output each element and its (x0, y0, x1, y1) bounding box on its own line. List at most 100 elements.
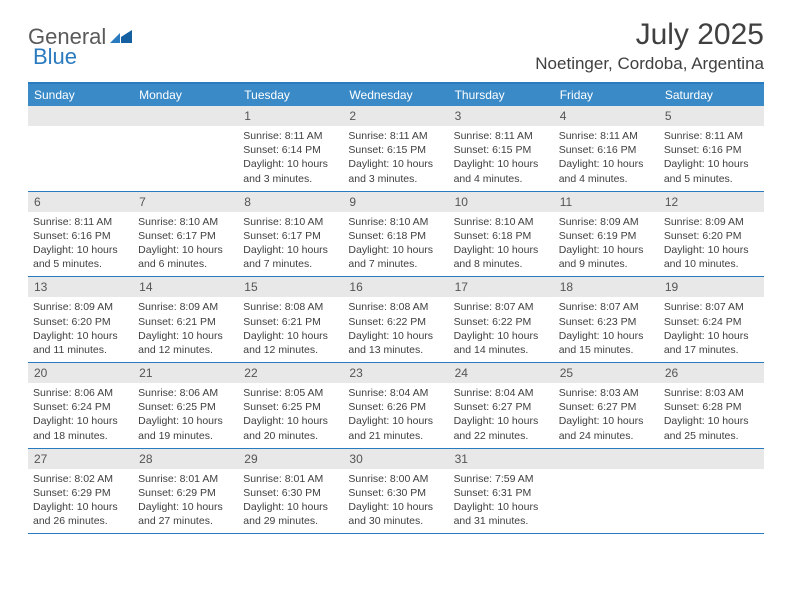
day-info: Sunrise: 7:59 AMSunset: 6:31 PMDaylight:… (449, 469, 554, 534)
day-cell: 5Sunrise: 8:11 AMSunset: 6:16 PMDaylight… (659, 106, 764, 191)
day-cell: 19Sunrise: 8:07 AMSunset: 6:24 PMDayligh… (659, 277, 764, 362)
header: General July 2025 Noetinger, Cordoba, Ar… (28, 18, 764, 74)
day-cell: 11Sunrise: 8:09 AMSunset: 6:19 PMDayligh… (554, 192, 659, 277)
day-number: 11 (554, 192, 659, 212)
day-cell: 29Sunrise: 8:01 AMSunset: 6:30 PMDayligh… (238, 449, 343, 534)
day-header: Friday (554, 84, 659, 106)
day-number: 9 (343, 192, 448, 212)
empty-day-number (28, 106, 133, 126)
day-number: 27 (28, 449, 133, 469)
day-cell: 23Sunrise: 8:04 AMSunset: 6:26 PMDayligh… (343, 363, 448, 448)
day-info: Sunrise: 8:07 AMSunset: 6:24 PMDaylight:… (659, 297, 764, 362)
day-number: 19 (659, 277, 764, 297)
day-number: 15 (238, 277, 343, 297)
day-number: 31 (449, 449, 554, 469)
day-header: Thursday (449, 84, 554, 106)
day-number: 12 (659, 192, 764, 212)
day-info: Sunrise: 8:04 AMSunset: 6:27 PMDaylight:… (449, 383, 554, 448)
day-info: Sunrise: 8:09 AMSunset: 6:21 PMDaylight:… (133, 297, 238, 362)
day-header: Sunday (28, 84, 133, 106)
day-info: Sunrise: 8:02 AMSunset: 6:29 PMDaylight:… (28, 469, 133, 534)
day-number: 5 (659, 106, 764, 126)
day-info: Sunrise: 8:11 AMSunset: 6:16 PMDaylight:… (659, 126, 764, 191)
day-info: Sunrise: 8:03 AMSunset: 6:27 PMDaylight:… (554, 383, 659, 448)
day-info: Sunrise: 8:11 AMSunset: 6:16 PMDaylight:… (554, 126, 659, 191)
day-cell: 7Sunrise: 8:10 AMSunset: 6:17 PMDaylight… (133, 192, 238, 277)
day-number: 18 (554, 277, 659, 297)
day-header: Monday (133, 84, 238, 106)
day-number: 21 (133, 363, 238, 383)
week-row: 27Sunrise: 8:02 AMSunset: 6:29 PMDayligh… (28, 449, 764, 535)
day-number: 3 (449, 106, 554, 126)
day-number: 7 (133, 192, 238, 212)
day-cell (659, 449, 764, 534)
day-info: Sunrise: 8:00 AMSunset: 6:30 PMDaylight:… (343, 469, 448, 534)
day-info: Sunrise: 8:10 AMSunset: 6:17 PMDaylight:… (133, 212, 238, 277)
day-info: Sunrise: 8:11 AMSunset: 6:15 PMDaylight:… (343, 126, 448, 191)
day-number: 16 (343, 277, 448, 297)
day-cell: 12Sunrise: 8:09 AMSunset: 6:20 PMDayligh… (659, 192, 764, 277)
day-cell: 17Sunrise: 8:07 AMSunset: 6:22 PMDayligh… (449, 277, 554, 362)
day-cell: 10Sunrise: 8:10 AMSunset: 6:18 PMDayligh… (449, 192, 554, 277)
day-info: Sunrise: 8:11 AMSunset: 6:15 PMDaylight:… (449, 126, 554, 191)
day-cell: 6Sunrise: 8:11 AMSunset: 6:16 PMDaylight… (28, 192, 133, 277)
day-cell: 31Sunrise: 7:59 AMSunset: 6:31 PMDayligh… (449, 449, 554, 534)
week-row: 1Sunrise: 8:11 AMSunset: 6:14 PMDaylight… (28, 106, 764, 192)
day-number: 17 (449, 277, 554, 297)
day-info: Sunrise: 8:07 AMSunset: 6:22 PMDaylight:… (449, 297, 554, 362)
day-cell: 16Sunrise: 8:08 AMSunset: 6:22 PMDayligh… (343, 277, 448, 362)
location: Noetinger, Cordoba, Argentina (535, 54, 764, 74)
day-info: Sunrise: 8:11 AMSunset: 6:14 PMDaylight:… (238, 126, 343, 191)
day-info: Sunrise: 8:06 AMSunset: 6:24 PMDaylight:… (28, 383, 133, 448)
day-cell (28, 106, 133, 191)
empty-day-number (554, 449, 659, 469)
day-info: Sunrise: 8:10 AMSunset: 6:17 PMDaylight:… (238, 212, 343, 277)
day-cell: 1Sunrise: 8:11 AMSunset: 6:14 PMDaylight… (238, 106, 343, 191)
day-number: 2 (343, 106, 448, 126)
empty-day-number (133, 106, 238, 126)
day-cell: 14Sunrise: 8:09 AMSunset: 6:21 PMDayligh… (133, 277, 238, 362)
day-number: 14 (133, 277, 238, 297)
day-number: 24 (449, 363, 554, 383)
day-cell: 18Sunrise: 8:07 AMSunset: 6:23 PMDayligh… (554, 277, 659, 362)
day-header: Tuesday (238, 84, 343, 106)
day-info: Sunrise: 8:09 AMSunset: 6:20 PMDaylight:… (28, 297, 133, 362)
day-cell (554, 449, 659, 534)
day-info: Sunrise: 8:06 AMSunset: 6:25 PMDaylight:… (133, 383, 238, 448)
day-number: 1 (238, 106, 343, 126)
weeks-container: 1Sunrise: 8:11 AMSunset: 6:14 PMDaylight… (28, 106, 764, 534)
day-number: 20 (28, 363, 133, 383)
day-cell: 30Sunrise: 8:00 AMSunset: 6:30 PMDayligh… (343, 449, 448, 534)
day-cell: 22Sunrise: 8:05 AMSunset: 6:25 PMDayligh… (238, 363, 343, 448)
day-cell: 28Sunrise: 8:01 AMSunset: 6:29 PMDayligh… (133, 449, 238, 534)
day-info: Sunrise: 8:09 AMSunset: 6:20 PMDaylight:… (659, 212, 764, 277)
day-info: Sunrise: 8:08 AMSunset: 6:21 PMDaylight:… (238, 297, 343, 362)
day-number: 22 (238, 363, 343, 383)
day-info: Sunrise: 8:09 AMSunset: 6:19 PMDaylight:… (554, 212, 659, 277)
title-block: July 2025 Noetinger, Cordoba, Argentina (535, 18, 764, 74)
day-number: 6 (28, 192, 133, 212)
day-info: Sunrise: 8:10 AMSunset: 6:18 PMDaylight:… (343, 212, 448, 277)
day-cell: 24Sunrise: 8:04 AMSunset: 6:27 PMDayligh… (449, 363, 554, 448)
day-header: Saturday (659, 84, 764, 106)
day-cell: 21Sunrise: 8:06 AMSunset: 6:25 PMDayligh… (133, 363, 238, 448)
day-cell: 8Sunrise: 8:10 AMSunset: 6:17 PMDaylight… (238, 192, 343, 277)
day-info: Sunrise: 8:04 AMSunset: 6:26 PMDaylight:… (343, 383, 448, 448)
day-info: Sunrise: 8:01 AMSunset: 6:29 PMDaylight:… (133, 469, 238, 534)
day-number: 25 (554, 363, 659, 383)
calendar: SundayMondayTuesdayWednesdayThursdayFrid… (28, 82, 764, 534)
day-number: 26 (659, 363, 764, 383)
day-info: Sunrise: 8:10 AMSunset: 6:18 PMDaylight:… (449, 212, 554, 277)
day-info: Sunrise: 8:08 AMSunset: 6:22 PMDaylight:… (343, 297, 448, 362)
day-number: 10 (449, 192, 554, 212)
day-cell: 4Sunrise: 8:11 AMSunset: 6:16 PMDaylight… (554, 106, 659, 191)
week-row: 20Sunrise: 8:06 AMSunset: 6:24 PMDayligh… (28, 363, 764, 449)
day-cell: 27Sunrise: 8:02 AMSunset: 6:29 PMDayligh… (28, 449, 133, 534)
day-info: Sunrise: 8:11 AMSunset: 6:16 PMDaylight:… (28, 212, 133, 277)
day-cell: 26Sunrise: 8:03 AMSunset: 6:28 PMDayligh… (659, 363, 764, 448)
day-cell: 13Sunrise: 8:09 AMSunset: 6:20 PMDayligh… (28, 277, 133, 362)
day-cell (133, 106, 238, 191)
week-row: 6Sunrise: 8:11 AMSunset: 6:16 PMDaylight… (28, 192, 764, 278)
month-title: July 2025 (535, 18, 764, 52)
logo-text-blue: Blue (33, 44, 77, 70)
